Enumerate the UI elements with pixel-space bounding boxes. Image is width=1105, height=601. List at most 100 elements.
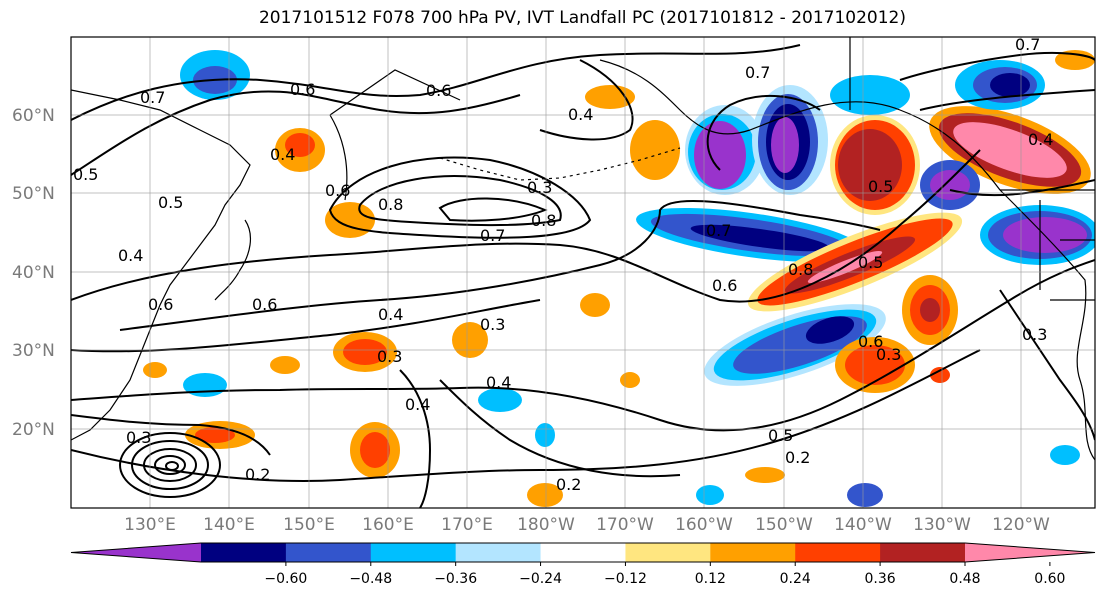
gridlines bbox=[71, 37, 1095, 508]
shade-region bbox=[360, 432, 390, 468]
colorbar-tick-label: −0.48 bbox=[349, 571, 392, 587]
map-title: 2017101512 F078 700 hPa PV, IVT Landfall… bbox=[258, 8, 906, 28]
shade-region bbox=[527, 483, 563, 507]
contour-line bbox=[539, 59, 634, 141]
contour-line bbox=[919, 89, 1095, 111]
colorbar-outline bbox=[70, 542, 1096, 563]
colorbar-tick-label: −0.12 bbox=[604, 571, 647, 587]
shade-region bbox=[270, 356, 300, 374]
colorbar-tick-label: −0.36 bbox=[434, 571, 477, 587]
lon-label: 130°W bbox=[913, 515, 971, 535]
contour-label: 0.3 bbox=[126, 428, 151, 447]
contour-line bbox=[71, 349, 981, 482]
contour-line bbox=[439, 379, 681, 478]
contour-label: 0.6 bbox=[426, 81, 451, 100]
contour-label: 0.7 bbox=[1015, 35, 1040, 54]
contour-line bbox=[358, 175, 562, 227]
coastline-alaska bbox=[599, 59, 1095, 461]
colorbar-segment bbox=[71, 543, 201, 562]
contour-line bbox=[71, 44, 801, 121]
colorbar-segment bbox=[540, 543, 626, 562]
colorbar-tick-label: 0.60 bbox=[1034, 571, 1065, 587]
lon-label: 130°E bbox=[124, 515, 176, 535]
contour-label: 0.3 bbox=[527, 178, 552, 197]
shade-region bbox=[845, 345, 905, 385]
shade-region bbox=[805, 316, 855, 344]
contour-label: 0.3 bbox=[876, 345, 901, 364]
contour-label: 0.3 bbox=[480, 315, 505, 334]
lon-label: 160°W bbox=[675, 515, 733, 535]
contour-label: 0.6 bbox=[858, 332, 883, 351]
contour-label: 0.6 bbox=[325, 181, 350, 200]
coastline-kamchatka bbox=[329, 114, 348, 201]
contour-label: 0.6 bbox=[148, 295, 173, 314]
colorbar-tick-label: 0.36 bbox=[865, 571, 896, 587]
shade-region bbox=[694, 121, 746, 189]
aleutian-islands bbox=[439, 147, 681, 181]
contour-label: 0.8 bbox=[378, 195, 403, 214]
contour-label: 0.8 bbox=[531, 211, 556, 230]
contour-line bbox=[119, 432, 221, 498]
contour-line bbox=[154, 455, 186, 475]
colorbar-segments bbox=[70, 542, 1096, 563]
contour-label: 0.4 bbox=[270, 145, 295, 164]
contour-label: 0.6 bbox=[712, 276, 737, 295]
contour-line bbox=[328, 156, 592, 239]
contour-label: 0.6 bbox=[252, 295, 277, 314]
contour-label: 0.3 bbox=[1022, 325, 1047, 344]
colorbar-segment bbox=[285, 543, 372, 562]
contour-label: 0.2 bbox=[245, 465, 270, 484]
colorbar-segment bbox=[880, 543, 966, 562]
colorbar-segment bbox=[965, 543, 1095, 562]
contour-label: 0.5 bbox=[158, 193, 183, 212]
shade-region bbox=[143, 362, 167, 378]
lon-label: 140°W bbox=[834, 515, 892, 535]
shade-region bbox=[630, 120, 680, 180]
shade-region bbox=[745, 467, 785, 483]
contour-label: 0.8 bbox=[788, 260, 813, 279]
lat-label: 20°N bbox=[12, 420, 55, 440]
shade-region bbox=[990, 73, 1030, 97]
shade-region bbox=[838, 129, 902, 201]
contour-line bbox=[999, 289, 1095, 441]
contour-label: 0.5 bbox=[73, 165, 98, 184]
lon-label: 150°E bbox=[283, 515, 335, 535]
colorbar-segment bbox=[710, 543, 796, 562]
contour-label: 0.3 bbox=[377, 347, 402, 366]
lon-label: 170°E bbox=[441, 515, 493, 535]
contour-line bbox=[71, 414, 271, 456]
shade-region bbox=[535, 423, 555, 447]
colorbar: −0.60 −0.48 −0.36 −0.24 −0.12 0.12 0.24 0.36 0.4… bbox=[70, 542, 1096, 587]
contour-label: 0.7 bbox=[480, 226, 505, 245]
contour-line bbox=[143, 448, 197, 482]
contour-line bbox=[399, 369, 432, 508]
shade-region bbox=[585, 85, 635, 109]
lon-label: 170°W bbox=[596, 515, 654, 535]
contour-line bbox=[899, 51, 1095, 81]
contour-label: 0.5 bbox=[768, 426, 793, 445]
map-frame bbox=[70, 36, 1096, 509]
shade-region bbox=[847, 483, 883, 507]
shade-region bbox=[696, 485, 724, 505]
lat-label: 60°N bbox=[12, 106, 55, 126]
colorbar-tick-label: −0.60 bbox=[264, 571, 307, 587]
coastlines bbox=[71, 37, 1095, 461]
colorbar-tick-label: −0.24 bbox=[519, 571, 562, 587]
contour-label: 0.6 bbox=[290, 80, 315, 99]
lat-label: 40°N bbox=[12, 263, 55, 283]
contour-label: 0.7 bbox=[140, 88, 165, 107]
contour-line bbox=[71, 90, 521, 176]
lon-label: 180°W bbox=[517, 515, 575, 535]
contour-line bbox=[165, 461, 179, 471]
contour-label: 0.2 bbox=[785, 448, 810, 467]
coastline-kamchatka bbox=[329, 69, 461, 116]
shade-region bbox=[930, 170, 970, 200]
coastline-japan bbox=[214, 219, 252, 301]
colorbar-segment bbox=[625, 543, 711, 562]
latitude-labels: 60°N 50°N 40°N 30°N 20°N bbox=[12, 106, 55, 440]
lat-label: 50°N bbox=[12, 184, 55, 204]
contour-label: 0.2 bbox=[556, 475, 581, 494]
colorbar-segment bbox=[455, 543, 542, 562]
shade-region bbox=[343, 339, 387, 365]
